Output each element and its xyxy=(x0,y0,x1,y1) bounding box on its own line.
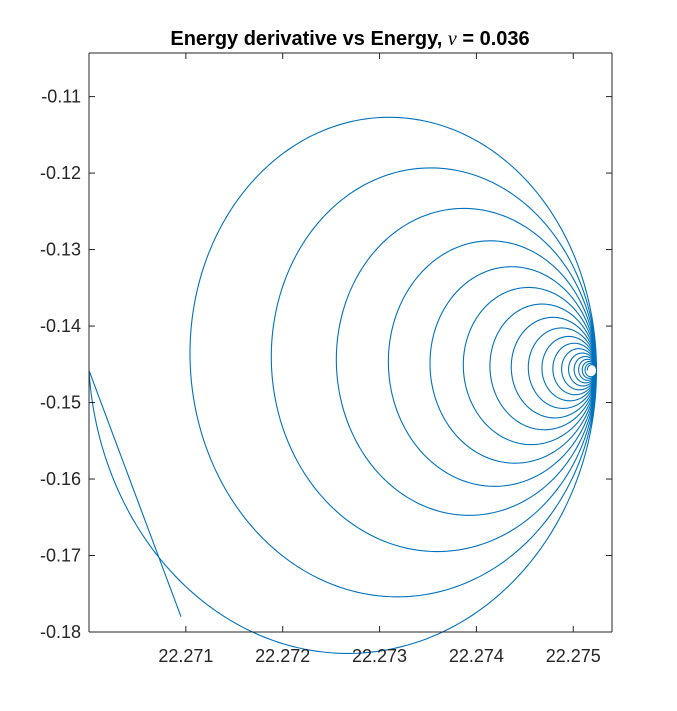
spiral-line xyxy=(88,116,598,654)
y-tick-label: -0.16 xyxy=(40,469,81,489)
y-tick-label: -0.14 xyxy=(40,316,81,336)
chart-title-value: = 0.036 xyxy=(457,28,530,50)
y-tick-label: -0.18 xyxy=(40,622,81,642)
y-tick-label: -0.17 xyxy=(40,546,81,566)
y-tick-label: -0.12 xyxy=(40,163,81,183)
y-tick-label: -0.11 xyxy=(41,87,81,107)
chart-title-main: Energy derivative vs Energy, xyxy=(170,28,448,50)
chart-title-symbol: ν xyxy=(448,28,457,50)
y-ticks: -0.11 -0.12 -0.13 -0.14 -0.15 -0.16 -0.17 -0.18 xyxy=(40,87,612,642)
plot-area xyxy=(89,53,612,632)
x-tick-label: 22.274 xyxy=(449,646,504,666)
data-series xyxy=(88,116,598,654)
x-ticks: 22.271 22.272 22.273 22.274 22.275 xyxy=(158,53,601,666)
x-tick-label: 22.271 xyxy=(158,646,213,666)
x-tick-label: 22.273 xyxy=(352,646,407,666)
axes-box xyxy=(88,52,613,633)
y-tick-label: -0.15 xyxy=(40,393,81,413)
y-tick-label: -0.13 xyxy=(40,240,81,260)
chart-title: Energy derivative vs Energy, ν = 0.036 xyxy=(170,28,529,50)
x-tick-label: 22.275 xyxy=(546,646,601,666)
x-tick-label: 22.272 xyxy=(255,646,310,666)
